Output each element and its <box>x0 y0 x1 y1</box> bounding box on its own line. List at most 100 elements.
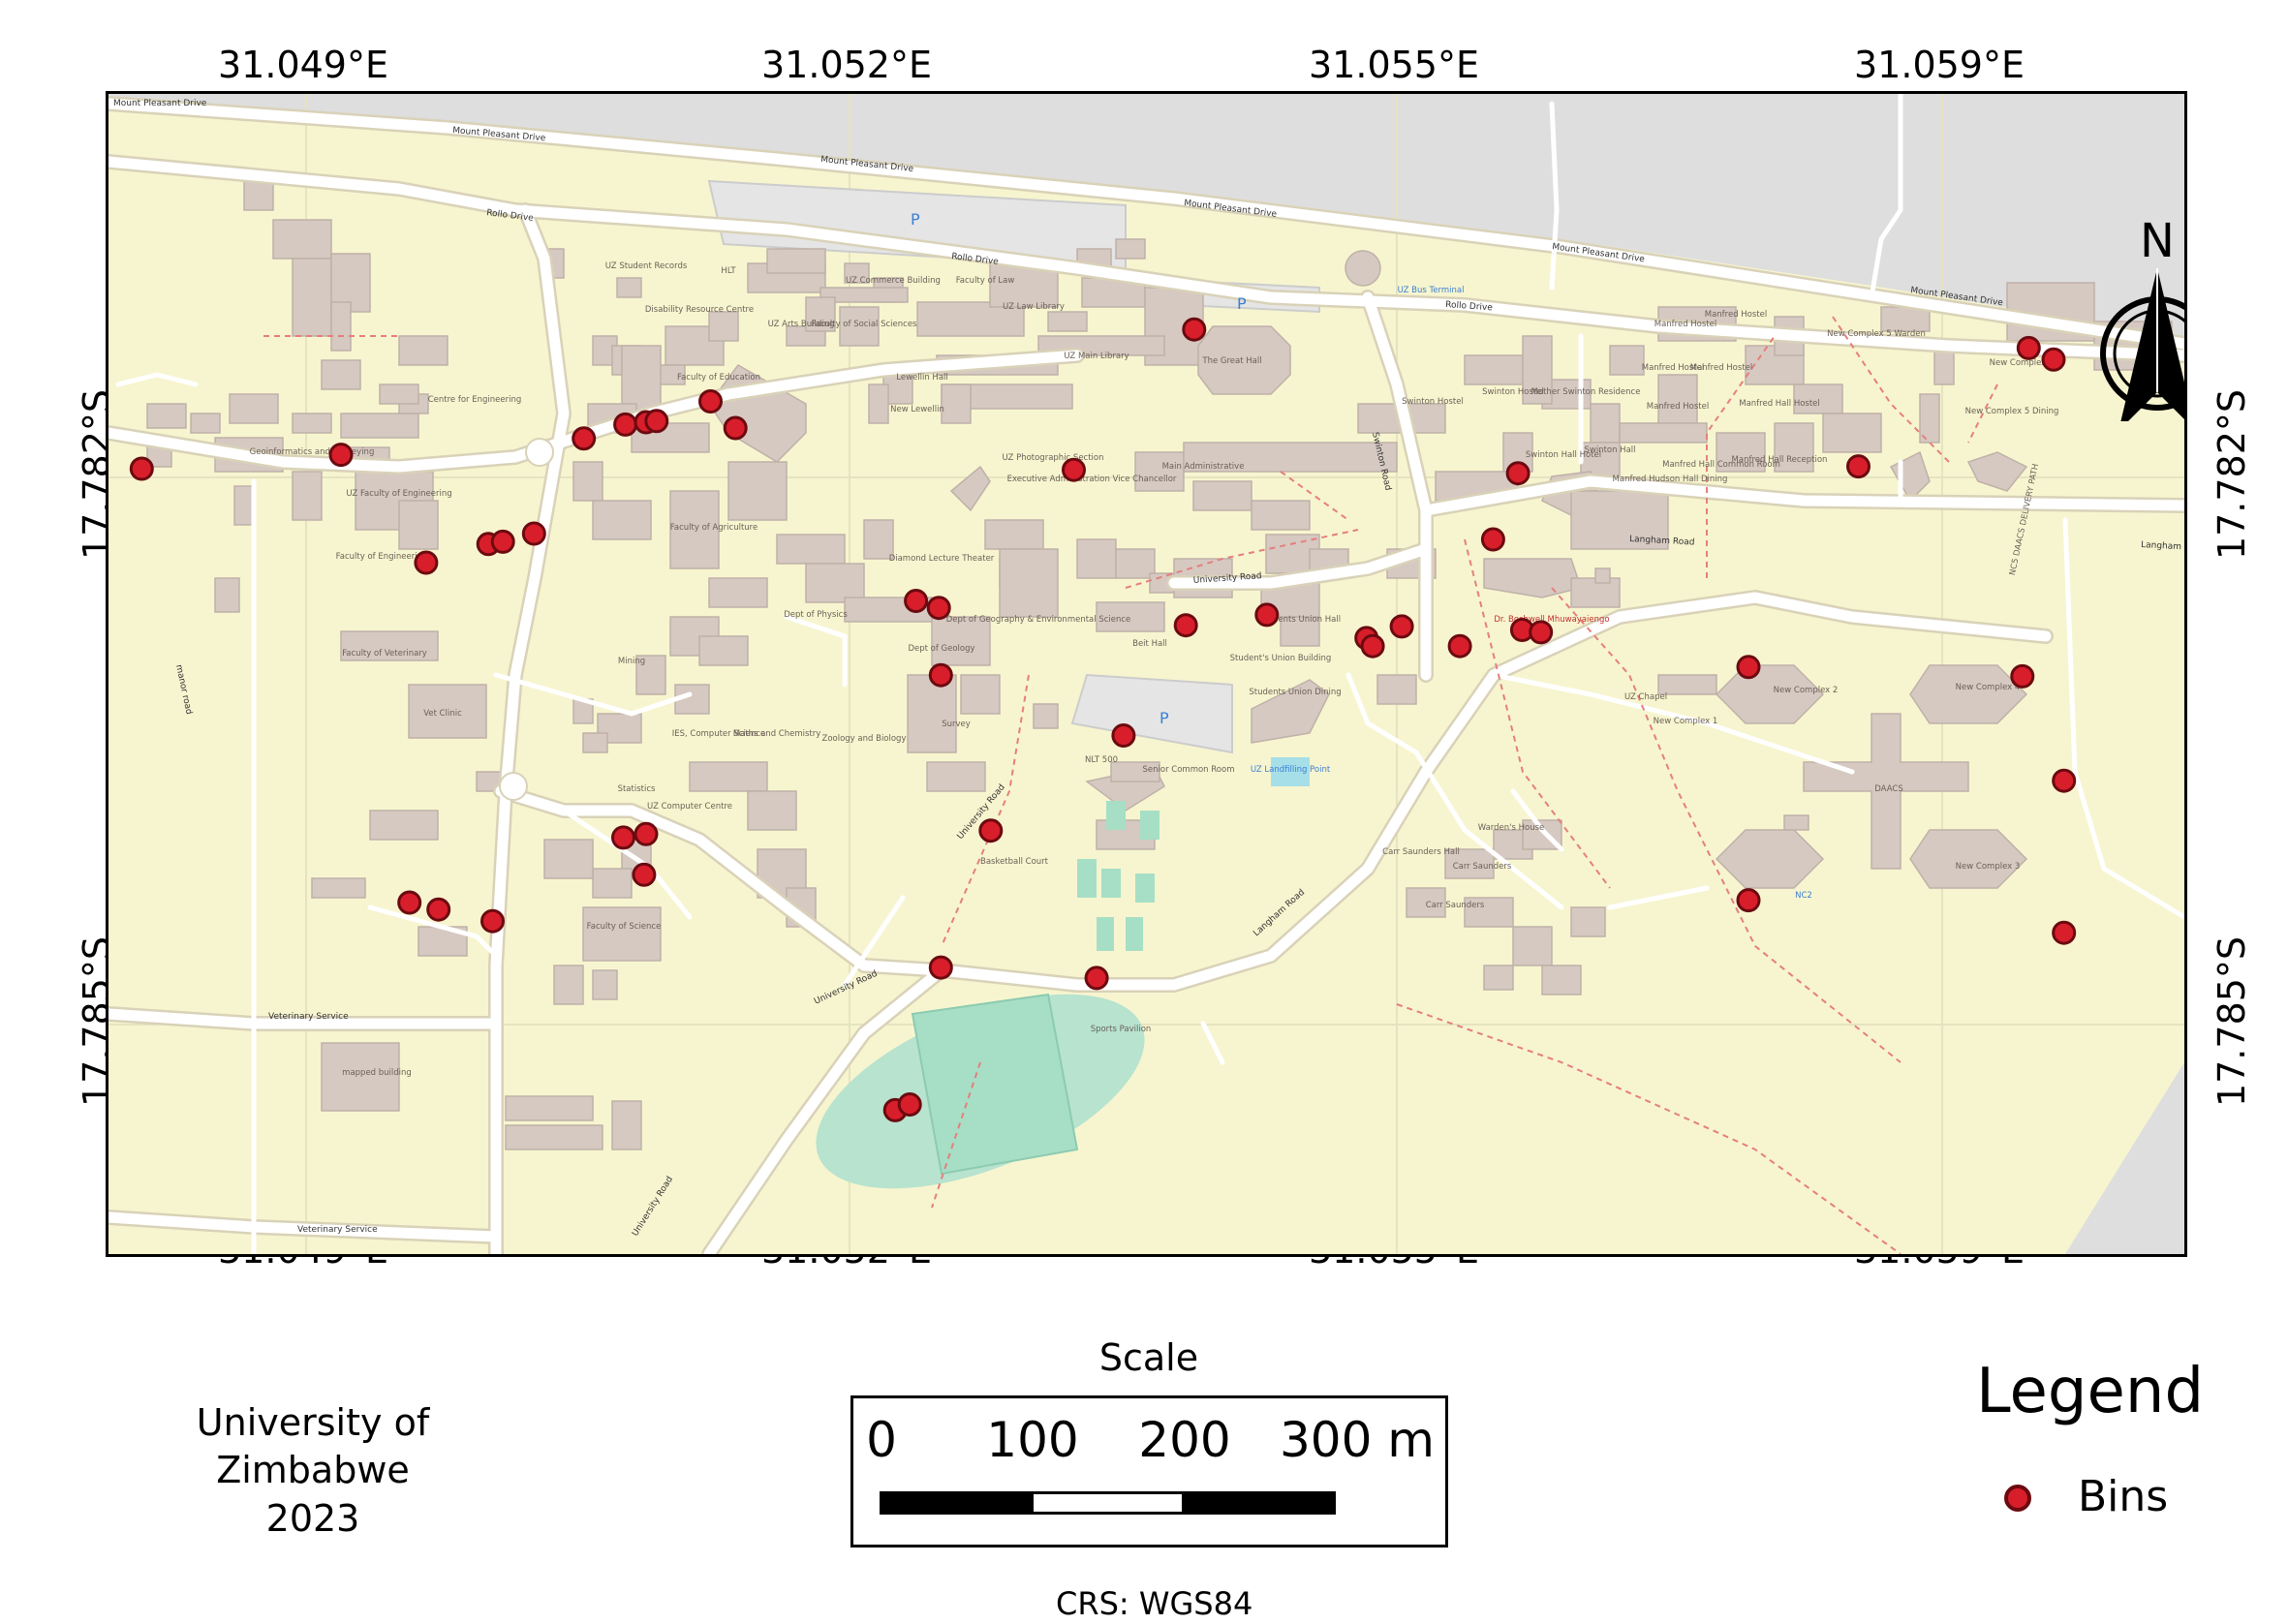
longitude-label-top: 31.059°E <box>1854 44 2025 86</box>
bin-marker[interactable] <box>698 389 723 414</box>
bin-marker[interactable] <box>1846 454 1871 479</box>
building-label: The Great Hall <box>1201 356 1261 366</box>
building-label: New Lewellin <box>890 405 944 414</box>
bin-marker[interactable] <box>2010 663 2035 689</box>
scale-segment <box>1031 1491 1185 1515</box>
footpaths <box>263 316 1998 1254</box>
building-label: Warden's House <box>1478 823 1545 833</box>
bin-marker[interactable] <box>634 821 659 846</box>
bin-marker[interactable] <box>644 409 669 434</box>
latitude-label-right: 17.785°S <box>2211 935 2253 1108</box>
building-label: Sports Pavilion <box>1091 1025 1152 1034</box>
bin-marker[interactable] <box>426 897 451 922</box>
scale-tick-label: 200 <box>1138 1412 1231 1468</box>
scale-bar: 0 100 200 300 m <box>850 1395 1448 1547</box>
building-label: Faculty of Law <box>956 276 1015 286</box>
building-label: Faculty of Social Sciences <box>812 320 918 329</box>
building-label: Disability Resource Centre <box>645 305 754 315</box>
bin-marker[interactable] <box>2016 335 2041 360</box>
bin-marker[interactable] <box>2052 768 2077 793</box>
campus-map[interactable]: Mount Pleasant Drive Mount Pleasant Driv… <box>106 91 2187 1257</box>
building-label: Faculty of Education <box>677 373 760 383</box>
bin-marker[interactable] <box>480 908 505 934</box>
building-label: Senior Common Room <box>1143 765 1235 775</box>
building-label: Students Union Hall <box>1259 615 1341 625</box>
building-label: Diamond Lecture Theater <box>889 554 995 564</box>
bin-marker[interactable] <box>897 1092 922 1117</box>
building-label: New Complex 4 <box>1956 683 2021 692</box>
bin-marker[interactable] <box>1447 633 1472 659</box>
bin-marker[interactable] <box>978 818 1004 843</box>
bin-marker[interactable] <box>1389 614 1414 639</box>
bin-marker[interactable] <box>521 521 546 546</box>
buildings <box>146 175 2173 1150</box>
bin-marker[interactable] <box>613 412 638 437</box>
bin-marker[interactable] <box>1111 723 1136 748</box>
bin-marker[interactable] <box>928 662 953 688</box>
bin-marker[interactable] <box>611 825 635 850</box>
bin-marker[interactable] <box>397 890 422 915</box>
bin-marker[interactable] <box>1254 602 1280 628</box>
bin-marker[interactable] <box>1736 655 1761 680</box>
road-label: manor road <box>173 664 194 716</box>
bin-marker[interactable] <box>2052 920 2077 945</box>
building-label: Manfred Hall Reception <box>1732 455 1828 465</box>
longitude-label-top: 31.055°E <box>1309 44 1479 86</box>
bin-marker[interactable] <box>1062 457 1086 482</box>
bin-marker[interactable] <box>928 955 953 980</box>
building-label: Lewellin Hall <box>896 373 948 383</box>
bin-marker[interactable] <box>1505 461 1530 486</box>
outside-area <box>108 94 2184 1254</box>
building-label: NLT 500 <box>1085 755 1118 765</box>
bin-marker[interactable] <box>572 426 597 451</box>
roads <box>108 94 2184 1254</box>
bin-marker[interactable] <box>129 456 154 481</box>
building-label: Manfred Hostel <box>1705 310 1768 320</box>
parking-label: P <box>1159 709 1169 727</box>
building-label: Geoinformatics and Surveying <box>250 447 375 457</box>
north-arrow: N <box>2094 208 2184 421</box>
building-label: IES, Computer Science <box>672 729 766 739</box>
bin-marker[interactable] <box>1360 633 1385 659</box>
road-label: Langham Road <box>2141 540 2184 554</box>
building-label: Main Administrative <box>1162 462 1245 472</box>
bin-marker[interactable] <box>723 415 748 441</box>
longitude-label-top: 31.049°E <box>218 44 388 86</box>
building-label: Student's Union Building <box>1230 654 1332 663</box>
roundabout <box>499 772 528 801</box>
building-label: Dept of Physics <box>784 610 848 620</box>
bin-marker[interactable] <box>414 550 439 575</box>
bin-marker[interactable] <box>926 596 951 621</box>
parking-label: P <box>1237 294 1247 313</box>
building-label: Swinton Hostel <box>1402 397 1464 407</box>
building-label: UZ Faculty of Engineering <box>346 489 451 499</box>
building-label: Basketball Court <box>980 857 1049 867</box>
building-label: NC2 <box>1795 891 1812 901</box>
map-canvas[interactable]: Mount Pleasant Drive Mount Pleasant Driv… <box>108 94 2184 1254</box>
building-label: Mother Swinton Residence <box>1531 387 1641 397</box>
building-label: New Complex 5 Warden <box>1827 329 1926 339</box>
bin-marker[interactable] <box>1736 888 1761 913</box>
bin-marker[interactable] <box>328 443 354 468</box>
building-label: Carr Saunders <box>1426 901 1485 910</box>
building-label: UZ Landfilling Point <box>1251 765 1331 775</box>
bin-marker[interactable] <box>2041 347 2066 372</box>
scale-segment <box>1182 1491 1336 1515</box>
roundabout <box>525 438 554 467</box>
building-label: Faculty of Science <box>587 922 662 932</box>
building-label: Maths and Chemistry <box>733 729 821 739</box>
bin-marker[interactable] <box>1182 317 1207 342</box>
road-label: University Road <box>1193 571 1262 586</box>
bin-marker[interactable] <box>1529 620 1554 645</box>
building-label: Faculty of Engineering <box>336 552 428 562</box>
road-label: Langham Road <box>1629 535 1695 548</box>
bin-marker[interactable] <box>1480 527 1505 552</box>
bin-marker[interactable] <box>632 862 657 887</box>
building-label: UZ Computer Centre <box>647 802 732 812</box>
bin-marker[interactable] <box>1084 965 1109 991</box>
bin-marker[interactable] <box>490 529 515 554</box>
bin-marker[interactable] <box>904 589 929 613</box>
building-label: New Complex 5 Dining <box>1965 407 2059 416</box>
bin-marker[interactable] <box>1173 613 1198 638</box>
institution-block: University of Zimbabwe 2023 <box>105 1399 521 1543</box>
